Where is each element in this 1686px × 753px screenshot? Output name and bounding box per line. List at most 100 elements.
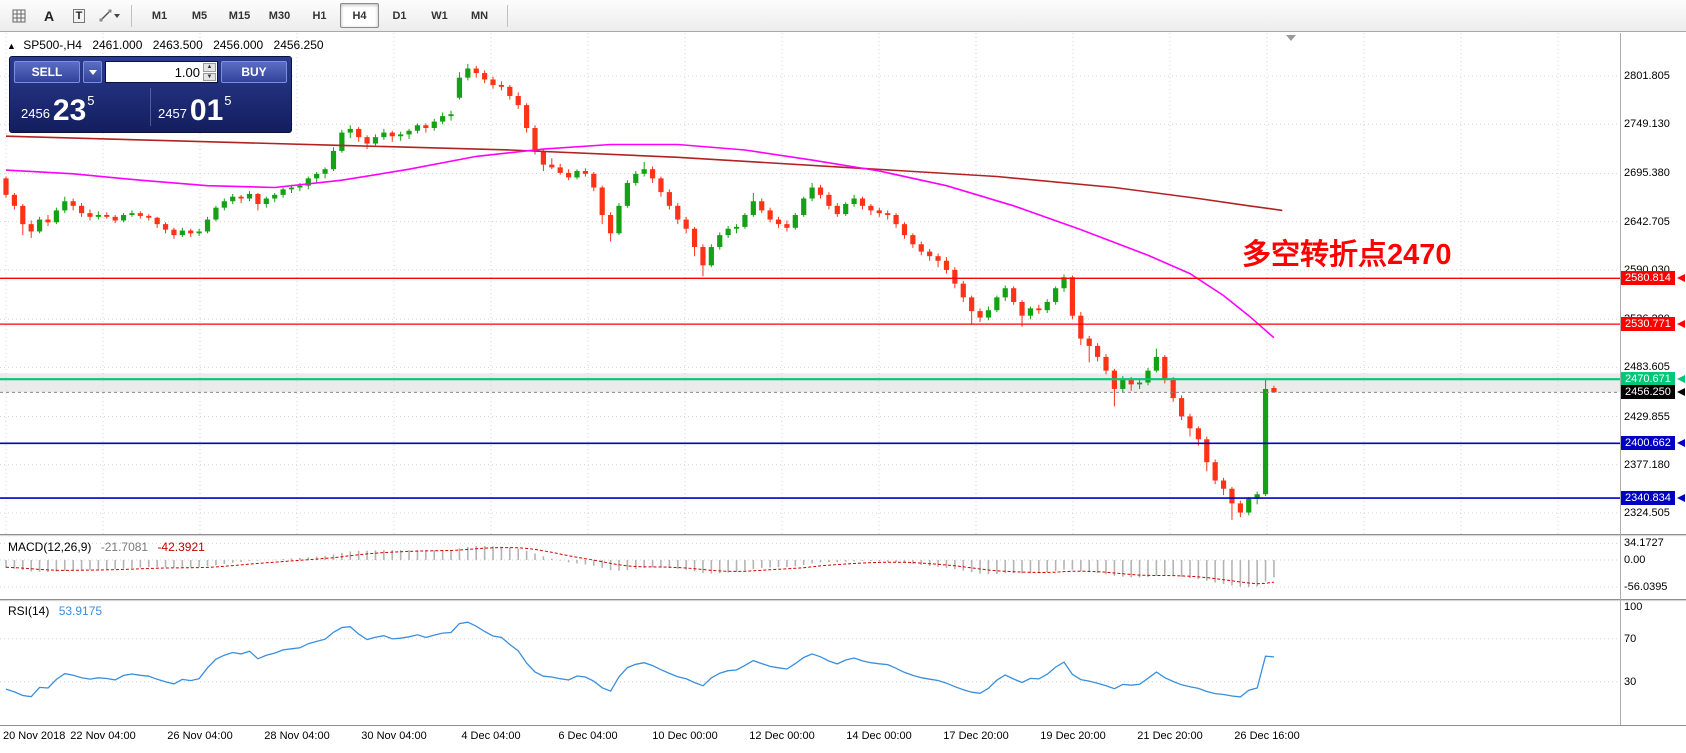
price-axis-label: 2483.605 bbox=[1624, 361, 1670, 374]
bid-ask-divider bbox=[150, 88, 151, 126]
close-value: 2456.250 bbox=[273, 38, 324, 52]
price-line-label: 2470.671 bbox=[1621, 372, 1675, 387]
timeframe-group: M1 M5 M15 M30 H1 H4 D1 W1 MN bbox=[140, 3, 499, 28]
price-axis-label: 2429.855 bbox=[1624, 410, 1670, 423]
low-value: 2456.000 bbox=[213, 38, 264, 52]
volume-spinner: ▲ ▼ bbox=[203, 63, 216, 81]
one-click-trading-panel: SELL ▲ ▼ BUY 2456 23 5 2457 01 5 bbox=[9, 56, 292, 133]
high-value: 2463.500 bbox=[152, 38, 203, 52]
line-marker-arrow bbox=[1677, 494, 1685, 503]
text-label-button[interactable]: T bbox=[65, 3, 93, 29]
volume-increase-button[interactable]: ▲ bbox=[203, 63, 216, 72]
volume-input[interactable] bbox=[106, 62, 217, 82]
timeframe-button-h4[interactable]: H4 bbox=[340, 3, 379, 28]
macd-title-text: MACD(12,26,9) bbox=[8, 540, 92, 554]
time-axis-label: 30 Nov 04:00 bbox=[361, 730, 427, 742]
price-axis-label: 2695.380 bbox=[1624, 167, 1670, 180]
macd-signal-value: -42.3921 bbox=[157, 540, 205, 554]
price-line-label: 2456.250 bbox=[1621, 385, 1675, 400]
time-axis-border bbox=[0, 725, 1686, 726]
bid-price-big: 23 bbox=[52, 94, 87, 127]
time-axis-label: 26 Dec 16:00 bbox=[1234, 730, 1300, 742]
price-axis-border bbox=[1620, 33, 1621, 725]
macd-main-value: -21.7081 bbox=[100, 540, 149, 554]
panel-resize-handle[interactable] bbox=[0, 599, 1686, 602]
timeframe-button-h1[interactable]: H1 bbox=[312, 9, 327, 22]
chart-shift-marker-icon bbox=[1286, 35, 1296, 41]
rsi-indicator-title: RSI(14) 53.9175 bbox=[8, 604, 108, 618]
letter-a-icon: A bbox=[43, 7, 55, 24]
rsi-title-text: RSI(14) bbox=[8, 604, 50, 618]
chevron-down-icon bbox=[113, 13, 120, 18]
rsi-axis-label: 30 bbox=[1624, 675, 1637, 688]
ask-price-big: 01 bbox=[189, 94, 224, 127]
text-label-icon: T bbox=[72, 8, 86, 23]
chart-annotation-text: 多空转折点2470 bbox=[1242, 239, 1452, 271]
price-axis-label: 2642.705 bbox=[1624, 215, 1670, 228]
draw-tools-button[interactable] bbox=[95, 3, 123, 29]
quotes-grid-icon[interactable] bbox=[5, 3, 33, 29]
time-axis-label: 26 Nov 04:00 bbox=[167, 730, 233, 742]
sell-button[interactable]: SELL bbox=[14, 61, 80, 83]
volume-preset-dropdown[interactable] bbox=[83, 61, 102, 83]
time-axis-label: 19 Dec 20:00 bbox=[1040, 730, 1106, 742]
price-line-label: 2340.834 bbox=[1621, 491, 1675, 506]
timeframe-button-d1[interactable]: D1 bbox=[392, 9, 407, 22]
bid-price-small: 2456 bbox=[21, 106, 50, 121]
timeframe-button-m1[interactable]: M1 bbox=[151, 9, 168, 22]
volume-input-wrap: ▲ ▼ bbox=[105, 61, 218, 83]
price-axis-label: 2749.130 bbox=[1624, 118, 1670, 131]
price-axis-label: 2801.805 bbox=[1624, 70, 1670, 82]
timeframe-button-m15[interactable]: M15 bbox=[228, 9, 251, 22]
time-axis-label: 6 Dec 04:00 bbox=[558, 730, 618, 742]
time-axis-label: 20 Nov 2018 bbox=[3, 730, 66, 742]
line-marker-arrow bbox=[1677, 439, 1685, 448]
grid-icon bbox=[12, 9, 26, 22]
price-line-label: 2530.771 bbox=[1621, 317, 1675, 332]
chart-canvas[interactable] bbox=[0, 33, 1686, 753]
price-line-label: 2400.662 bbox=[1621, 436, 1675, 451]
time-axis-label: 17 Dec 20:00 bbox=[943, 730, 1009, 742]
timeframe-button-m30[interactable]: M30 bbox=[268, 9, 291, 22]
ask-price: 2457 01 5 bbox=[151, 86, 287, 128]
chart-window: ▲ SP500-,H4 2461.000 2463.500 2456.000 2… bbox=[0, 33, 1686, 753]
timeframe-button-w1[interactable]: W1 bbox=[431, 9, 448, 22]
time-axis-label: 21 Dec 20:00 bbox=[1137, 730, 1203, 742]
rsi-axis-label: 100 bbox=[1624, 600, 1643, 613]
time-axis-label: 14 Dec 00:00 bbox=[846, 730, 912, 742]
price-axis-label: 2377.180 bbox=[1624, 458, 1670, 471]
macd-axis-label: -56.0395 bbox=[1624, 581, 1668, 594]
chevron-down-icon bbox=[88, 69, 97, 75]
toolbar: A T M1 M5 M15 M30 H1 H4 D1 W1 MN bbox=[0, 0, 1686, 32]
volume-decrease-button[interactable]: ▼ bbox=[203, 72, 216, 81]
price-axis-label: 2324.505 bbox=[1624, 507, 1670, 519]
trendline-icon bbox=[99, 9, 111, 22]
chart-ohlc-header: ▲ SP500-,H4 2461.000 2463.500 2456.000 2… bbox=[7, 38, 331, 52]
toolbar-separator bbox=[507, 4, 508, 27]
line-marker-arrow bbox=[1677, 388, 1685, 397]
time-axis-label: 22 Nov 04:00 bbox=[70, 730, 136, 742]
time-axis-label: 4 Dec 04:00 bbox=[461, 730, 521, 742]
rsi-axis-label: 70 bbox=[1624, 632, 1637, 645]
toolbar-separator bbox=[131, 4, 132, 27]
panel-resize-handle[interactable] bbox=[0, 534, 1686, 537]
ask-price-sup: 5 bbox=[224, 93, 232, 108]
open-value: 2461.000 bbox=[92, 38, 143, 52]
timeframe-button-mn[interactable]: MN bbox=[470, 9, 489, 22]
font-tool-button[interactable]: A bbox=[35, 3, 63, 29]
time-axis-label: 12 Dec 00:00 bbox=[749, 730, 815, 742]
macd-axis-label: 0.00 bbox=[1624, 554, 1646, 566]
buy-button[interactable]: BUY bbox=[221, 61, 287, 83]
timeframe-button-m5[interactable]: M5 bbox=[191, 9, 208, 22]
time-axis-label: 28 Nov 04:00 bbox=[264, 730, 330, 742]
bid-price-sup: 5 bbox=[87, 93, 95, 108]
ask-price-small: 2457 bbox=[158, 106, 187, 121]
macd-axis-label: 34.1727 bbox=[1624, 537, 1664, 550]
line-marker-arrow bbox=[1677, 274, 1685, 283]
time-axis-label: 10 Dec 00:00 bbox=[652, 730, 718, 742]
line-marker-arrow bbox=[1677, 375, 1685, 384]
macd-indicator-title: MACD(12,26,9) -21.7081 -42.3921 bbox=[8, 540, 211, 554]
rsi-value: 53.9175 bbox=[58, 604, 103, 618]
line-marker-arrow bbox=[1677, 320, 1685, 329]
collapse-panel-icon[interactable]: ▲ bbox=[7, 41, 16, 51]
